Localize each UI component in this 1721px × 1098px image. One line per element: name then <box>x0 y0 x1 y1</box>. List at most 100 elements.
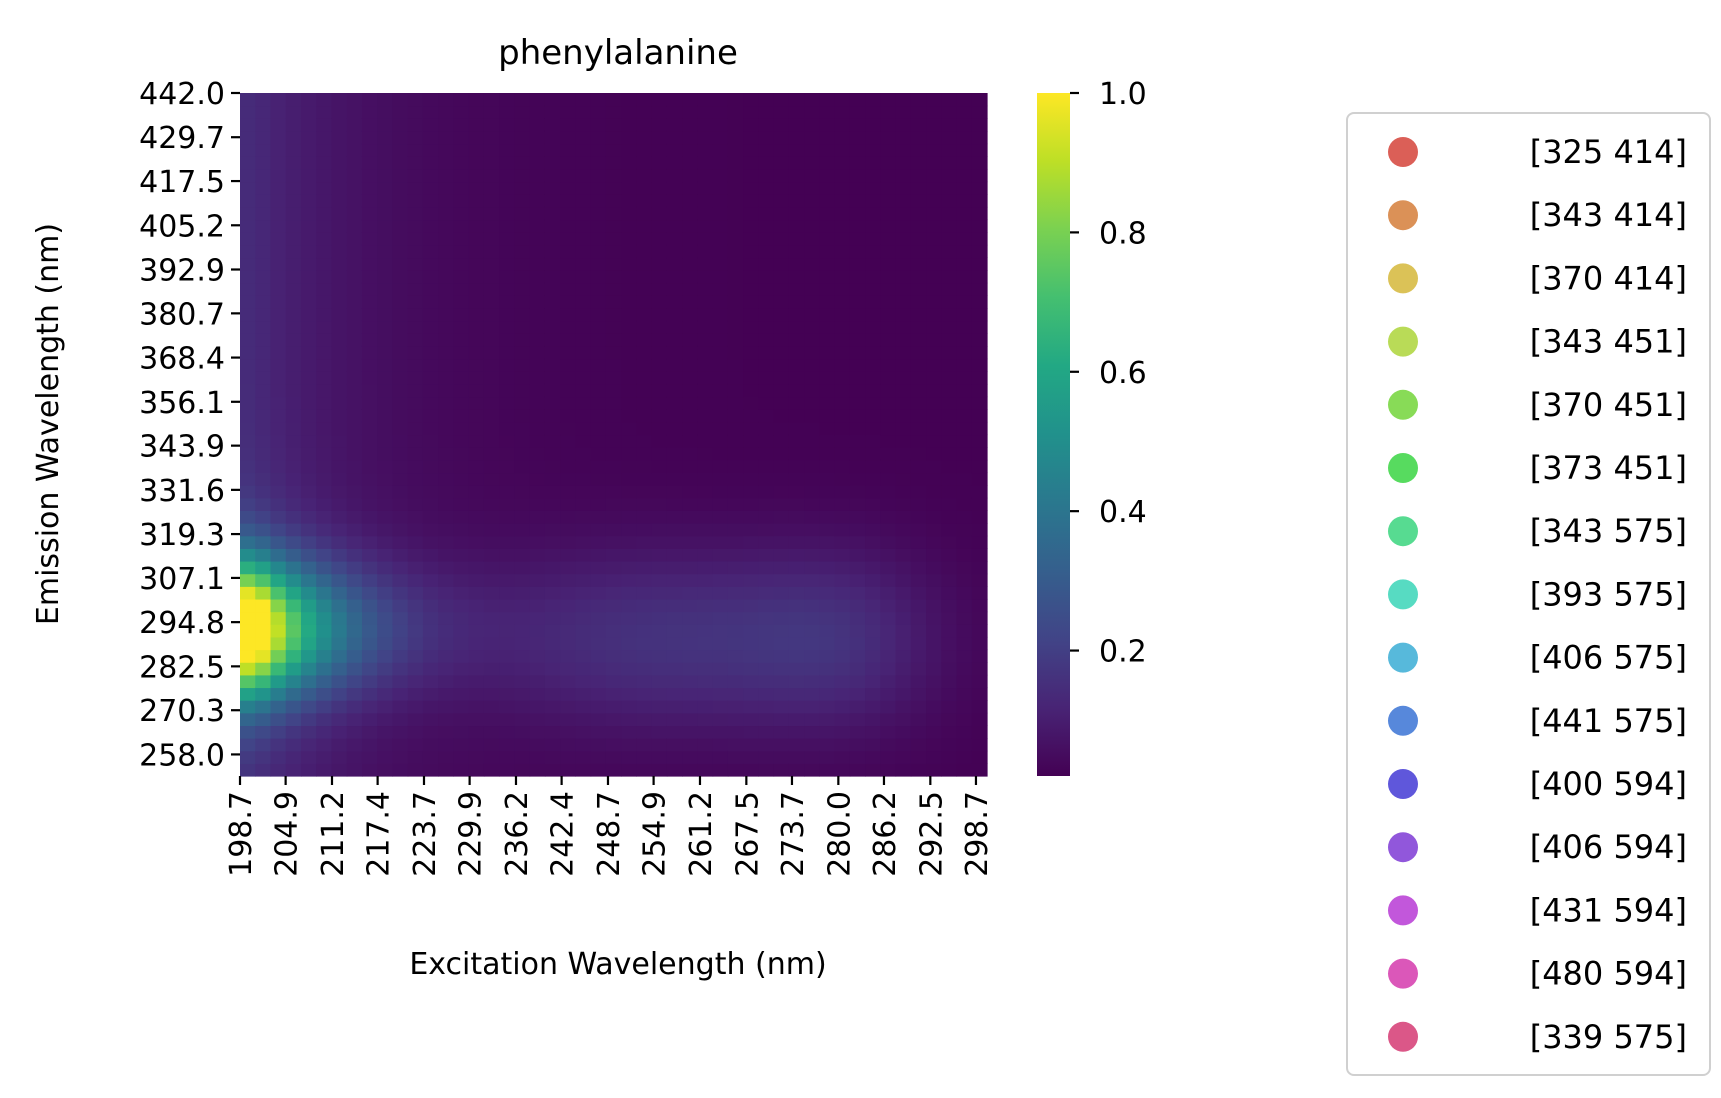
heatmap-cell <box>651 93 668 107</box>
heatmap-cell <box>499 308 515 322</box>
heatmap-cell <box>804 725 820 739</box>
heatmap-cell <box>392 598 409 613</box>
heatmap-cell <box>956 118 973 132</box>
heatmap-cell <box>270 725 287 739</box>
heatmap-cell <box>514 712 531 727</box>
heatmap-cell <box>316 270 333 284</box>
heatmap-cell <box>392 548 409 562</box>
heatmap-cell <box>941 636 958 651</box>
heatmap-cell <box>316 485 333 499</box>
heatmap-cell <box>727 270 744 284</box>
heatmap-cell <box>422 358 439 372</box>
heatmap-cell <box>240 510 256 524</box>
heatmap-cell <box>788 383 805 398</box>
heatmap-cell <box>392 434 409 448</box>
heatmap-cell <box>621 725 637 739</box>
heatmap-cell <box>910 510 927 524</box>
heatmap-cell <box>788 611 805 625</box>
heatmap-cell <box>910 497 927 511</box>
heatmap-cell <box>255 611 272 625</box>
heatmap-cell <box>697 421 714 436</box>
heatmap-cell <box>361 308 378 322</box>
heatmap-cell <box>453 371 470 385</box>
heatmap-cell <box>544 674 561 689</box>
heatmap-cell <box>910 181 927 195</box>
heatmap-cell <box>529 700 546 714</box>
heatmap-cell <box>895 763 912 777</box>
heatmap-cell <box>468 649 485 663</box>
heatmap-cell <box>895 738 912 752</box>
heatmap-cell <box>468 244 485 259</box>
heatmap-cell <box>285 118 302 132</box>
heatmap-cell <box>560 93 576 107</box>
heatmap-cell <box>377 586 394 600</box>
heatmap-cell <box>300 573 317 587</box>
heatmap-cell <box>575 244 592 259</box>
heatmap-cell <box>865 510 881 524</box>
heatmap-cell <box>605 700 622 714</box>
heatmap-cell <box>377 143 394 157</box>
heatmap-cell <box>621 649 637 663</box>
heatmap-cell <box>834 295 851 309</box>
heatmap-cell <box>834 345 851 360</box>
heatmap-cell <box>422 674 439 689</box>
heatmap-cell <box>804 624 820 638</box>
heatmap-cell <box>849 244 866 259</box>
heatmap-cell <box>346 750 363 764</box>
heatmap-cell <box>926 725 942 739</box>
heatmap-cell <box>468 636 485 651</box>
heatmap-cell <box>758 497 775 511</box>
heatmap-cell <box>636 345 653 360</box>
heatmap-cell <box>819 282 836 296</box>
heatmap-cell <box>575 371 592 385</box>
heatmap-cell <box>468 700 485 714</box>
heatmap-cell <box>483 447 500 461</box>
heatmap-cell <box>666 168 683 183</box>
heatmap-cell <box>575 434 592 448</box>
heatmap-cell <box>849 371 866 385</box>
heatmap-cell <box>392 447 409 461</box>
heatmap-cell <box>453 573 470 587</box>
heatmap-cell <box>529 662 546 676</box>
heatmap-cell <box>804 194 820 208</box>
heatmap-cell <box>605 383 622 398</box>
heatmap-cell <box>651 472 668 486</box>
heatmap-cell <box>804 308 820 322</box>
heatmap-cell <box>270 371 287 385</box>
heatmap-cell <box>651 636 668 651</box>
heatmap-cell <box>499 649 515 663</box>
heatmap-cell <box>468 535 485 549</box>
heatmap-cell <box>240 472 256 486</box>
heatmap-cell <box>743 763 759 777</box>
heatmap-cell <box>926 358 942 372</box>
heatmap-cell <box>240 345 256 360</box>
heatmap-cell <box>666 548 683 562</box>
heatmap-cell <box>880 232 897 246</box>
heatmap-cell <box>651 674 668 689</box>
heatmap-cell <box>590 700 607 714</box>
heatmap-cell <box>788 409 805 423</box>
heatmap-cell <box>834 181 851 195</box>
legend-label: [370 414] <box>1530 259 1687 297</box>
heatmap-cell <box>377 712 394 727</box>
heatmap-cell <box>697 712 714 727</box>
heatmap-cell <box>483 674 500 689</box>
heatmap-cell <box>346 181 363 195</box>
heatmap-cell <box>666 93 683 107</box>
heatmap-cell <box>788 624 805 638</box>
heatmap-cell <box>270 396 287 410</box>
heatmap-cell <box>834 738 851 752</box>
heatmap-cell <box>651 194 668 208</box>
heatmap-cell <box>407 535 424 549</box>
heatmap-cell <box>331 472 348 486</box>
y-tick-label: 368.4 <box>139 342 225 377</box>
heatmap-cell <box>865 409 881 423</box>
heatmap-cell <box>438 510 455 524</box>
heatmap-cell <box>743 598 759 613</box>
heatmap-cell <box>590 598 607 613</box>
heatmap-cell <box>544 434 561 448</box>
heatmap-cell <box>773 763 790 777</box>
heatmap-cell <box>300 738 317 752</box>
heatmap-cell <box>849 700 866 714</box>
heatmap-cell <box>514 763 531 777</box>
